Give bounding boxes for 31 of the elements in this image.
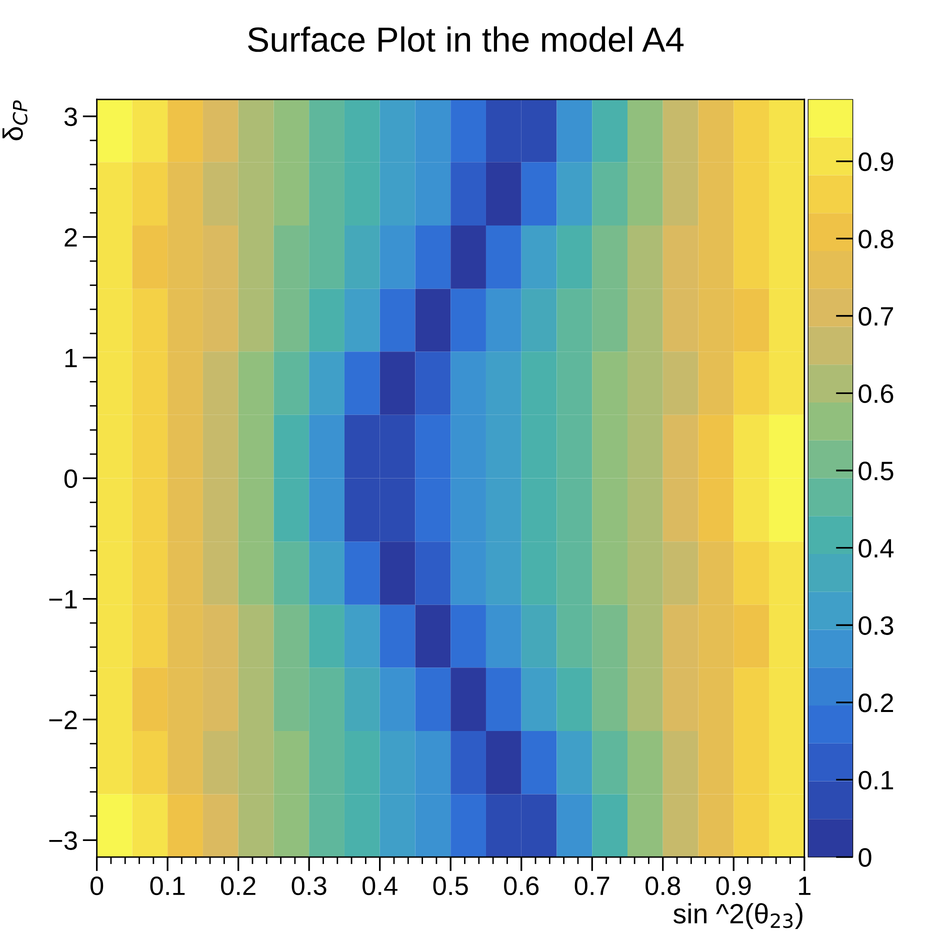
y-axis-title: δ$_{CP}$ [2, 100, 28, 140]
x-tick-label: 0.8 [646, 876, 680, 896]
chart-title: Surface Plot in the model A4 [248, 26, 684, 52]
color-bar-label: 0.6 [858, 384, 894, 404]
color-bar-label: 0.1 [858, 770, 894, 790]
color-bar-label: 0.9 [858, 152, 894, 172]
y-tick-label: 2 [64, 228, 77, 247]
x-tick-label: 0.6 [504, 876, 539, 896]
color-bar-label: 0.4 [858, 538, 894, 558]
x-tick-label: 0.1 [150, 876, 185, 896]
x-tick-label: 0.4 [362, 876, 398, 896]
x-tick-label: 0.7 [574, 876, 610, 896]
x-tick-label: 0 [90, 876, 104, 896]
color-bar-label: 0.5 [858, 462, 894, 480]
x-axis-title: sin ^2(θ$_{23}$) [673, 903, 802, 930]
color-bar-label: 0.2 [858, 694, 894, 712]
color-bar-label: 0.3 [858, 616, 894, 635]
y-tick-label: −2 [49, 710, 77, 730]
x-tick-label: 0.2 [221, 876, 256, 896]
color-bar-label: 0 [858, 848, 872, 867]
x-tick-label: 1 [799, 876, 810, 895]
y-tick-label: 1 [65, 349, 77, 368]
x-tick-label: 0.5 [433, 876, 468, 896]
y-tick-label: −1 [49, 590, 77, 608]
color-bar-label: 0.8 [858, 230, 894, 248]
x-tick-label: 0.9 [716, 876, 751, 896]
color-bar-label: 0.7 [858, 307, 894, 326]
y-tick-label: −3 [49, 831, 77, 850]
x-tick-label: 0.3 [292, 876, 326, 896]
y-tick-label: 3 [64, 107, 77, 126]
y-tick-label: 0 [64, 469, 78, 488]
